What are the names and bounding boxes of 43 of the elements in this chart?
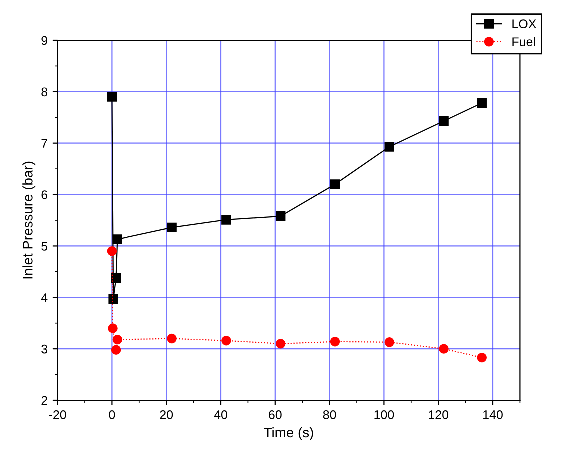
point [276, 212, 286, 222]
y-tick-label: 5 [42, 242, 48, 251]
y-tick-label: 2 [42, 396, 48, 406]
point [477, 352, 487, 363]
y-tick-label: 6 [42, 190, 48, 200]
x-tick-label: 60 [269, 410, 282, 420]
point [167, 222, 177, 233]
y-tick-label: 4 [41, 294, 48, 302]
x-tick-label: 120 [429, 410, 449, 420]
point [107, 92, 118, 102]
x-tick-label: 140 [484, 410, 503, 420]
legend-label: LOX [512, 20, 536, 29]
legend-label: Fuel [512, 37, 536, 46]
y-tick-label: 9 [42, 36, 48, 46]
point [477, 98, 487, 108]
point [330, 337, 340, 347]
y-tick-label: 7 [42, 139, 48, 148]
point [108, 294, 118, 304]
x-tick-label: 20 [160, 410, 174, 420]
y-tick-label: 3 [42, 344, 48, 354]
point [112, 334, 122, 345]
point [330, 180, 340, 190]
point [111, 273, 122, 283]
x-tick-label: 0 [109, 410, 116, 420]
x-tick-label: 40 [214, 410, 228, 420]
point [222, 215, 232, 225]
point [107, 246, 118, 256]
point [439, 116, 449, 126]
point [112, 234, 122, 244]
y-tick-label: 8 [42, 88, 48, 97]
point [384, 338, 394, 348]
point [384, 142, 394, 152]
point [439, 344, 449, 354]
x-tick-label: 100 [374, 410, 394, 420]
point [222, 336, 232, 346]
y-axis-title: Inlet Pressure (bar) [22, 162, 36, 279]
point [111, 345, 122, 355]
point [276, 339, 286, 349]
point [167, 334, 177, 344]
x-axis-title: Time (s) [264, 427, 314, 440]
x-tick-label: 80 [323, 410, 336, 420]
point [108, 324, 118, 334]
x-tick-label: -20 [49, 410, 66, 420]
